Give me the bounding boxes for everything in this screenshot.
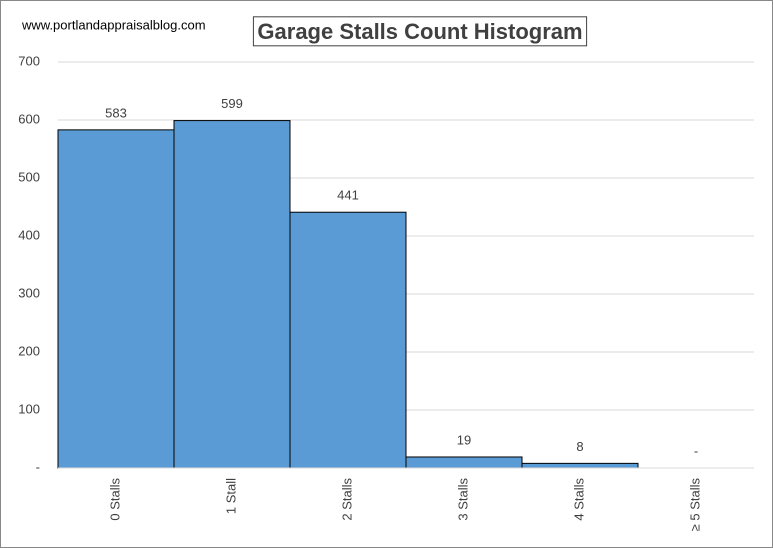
data-label: 8 [576,439,583,454]
y-tick-label: 100 [18,401,40,416]
data-label: - [694,443,698,458]
y-tick-label: - [36,459,40,474]
x-tick-label: 0 Stalls [107,478,122,521]
y-tick-label: 200 [18,343,40,358]
bar [57,129,175,469]
x-tick-label: 1 Stall [223,478,238,514]
x-tick-label: 3 Stalls [455,478,470,521]
chart-title: Garage Stalls Count Histogram [257,19,582,44]
data-label: 441 [337,188,359,203]
bar [173,120,291,469]
title-box [252,16,588,47]
x-tick-label: 4 Stalls [571,478,586,521]
y-tick-label: 600 [18,111,40,126]
y-tick-label: 700 [18,53,40,68]
y-tick-label: 400 [18,227,40,242]
bar [521,462,639,469]
y-tick-label: 300 [18,285,40,300]
data-label: 599 [221,96,243,111]
y-tick-label: 500 [18,169,40,184]
data-label: 19 [457,432,471,447]
bar [405,456,523,469]
x-tick-label: ≥ 5 Stalls [687,478,702,532]
data-label: 583 [105,105,127,120]
annotation: www.portlandappraisalblog.com [21,17,206,32]
bar [289,211,407,469]
x-tick-label: 2 Stalls [339,478,354,521]
